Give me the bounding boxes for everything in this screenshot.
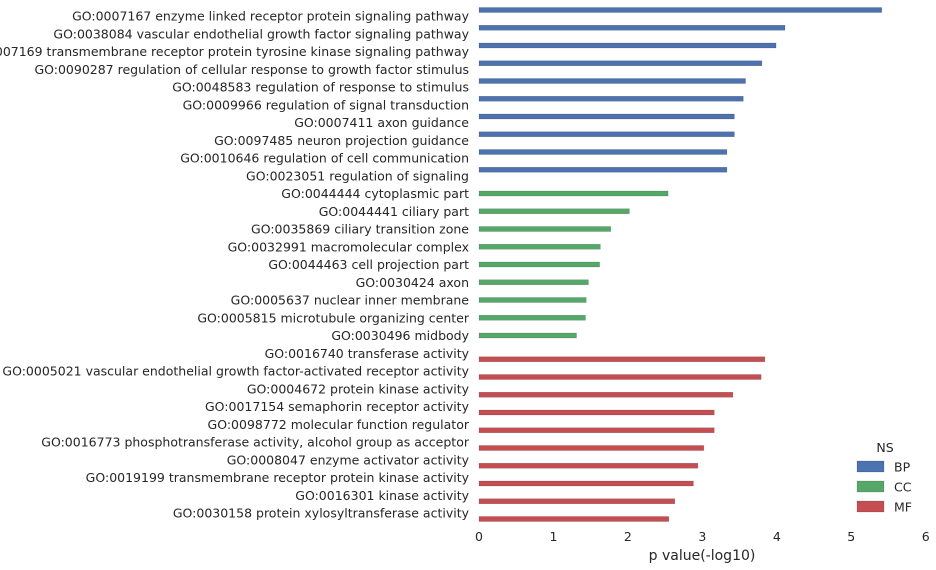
category-label: GO:0007169 transmembrane receptor protei… <box>0 44 470 59</box>
category-label: GO:0030424 axon <box>356 275 469 290</box>
bar-cc <box>478 226 612 232</box>
x-tick-label: 4 <box>773 529 781 544</box>
category-label: GO:0007167 enzyme linked receptor protei… <box>72 9 470 24</box>
x-tick-label: 5 <box>847 529 855 544</box>
legend-label-mf: MF <box>894 500 912 515</box>
category-label: GO:0005021 vascular endothelial growth f… <box>2 364 469 379</box>
category-label: GO:0098772 molecular function regulator <box>208 417 470 432</box>
category-label: GO:0008047 enzyme activator activity <box>227 452 470 467</box>
bar-mf <box>478 392 734 398</box>
bar-cc <box>478 315 586 321</box>
bars-group <box>478 7 883 522</box>
category-label: GO:0044444 cytoplasmic part <box>281 186 469 201</box>
bar-mf <box>478 374 762 380</box>
category-label: GO:0016301 kinase activity <box>295 488 469 503</box>
bar-cc <box>478 190 669 197</box>
category-label: GO:0019199 transmembrane receptor protei… <box>86 470 470 485</box>
legend-swatch-mf <box>856 500 885 513</box>
category-label: GO:0030496 midbody <box>331 328 469 343</box>
category-label: GO:0032991 macromolecular complex <box>228 239 469 254</box>
category-label: GO:0007411 axon guidance <box>294 115 469 130</box>
category-label: GO:0005815 microtubule organizing center <box>197 310 470 325</box>
legend-label-bp: BP <box>894 460 911 475</box>
x-axis-label: p value(-log10) <box>649 548 756 564</box>
category-label: GO:0035869 ciliary transition zone <box>251 222 469 237</box>
category-label: GO:0097485 neuron projection guidance <box>214 133 469 148</box>
bar-bp <box>478 78 746 84</box>
category-label: GO:0005637 nuclear inner membrane <box>231 293 470 308</box>
bar-cc <box>478 332 577 339</box>
bar-mf <box>478 409 715 416</box>
bar-cc <box>478 261 600 268</box>
category-label: GO:0048583 regulation of response to sti… <box>172 80 469 95</box>
category-label: GO:0016740 transferase activity <box>265 346 470 361</box>
bar-bp <box>478 60 763 66</box>
category-labels-group: GO:0007167 enzyme linked receptor protei… <box>0 9 470 521</box>
category-label: GO:0044441 ciliary part <box>319 204 469 219</box>
bar-bp <box>478 131 735 137</box>
bar-bp <box>478 25 786 31</box>
category-label: GO:0009966 regulation of signal transduc… <box>183 97 469 112</box>
bar-cc <box>478 297 587 303</box>
x-tick-label: 3 <box>698 529 706 544</box>
bar-mf <box>478 356 766 362</box>
bar-mf <box>478 480 694 487</box>
bar-bp <box>478 42 777 49</box>
category-label: GO:0090287 regulation of cellular respon… <box>34 62 469 77</box>
legend-swatch-bp <box>856 460 885 473</box>
bar-mf <box>478 516 670 522</box>
category-label: GO:0044463 cell projection part <box>268 257 469 272</box>
legend-swatch-cc <box>856 480 885 493</box>
category-label: GO:0017154 semaphorin receptor activity <box>205 399 470 414</box>
bar-cc <box>478 279 589 285</box>
x-tick-label: 0 <box>475 529 483 544</box>
bar-mf <box>478 445 705 451</box>
bar-bp <box>478 149 728 155</box>
bar-mf <box>478 427 715 433</box>
bar-cc <box>478 208 630 214</box>
legend-label-cc: CC <box>894 480 912 495</box>
bar-bp <box>478 113 735 120</box>
legend-title: NS <box>876 440 893 455</box>
x-tick-label: 6 <box>922 529 930 544</box>
bar-bp <box>478 167 728 173</box>
category-label: GO:0016773 phosphotransferase activity, … <box>41 435 470 450</box>
x-tick-labels-group: 0 1 2 3 4 5 6 <box>475 529 930 544</box>
bar-cc <box>478 244 601 250</box>
x-tick-label: 2 <box>624 529 632 544</box>
bar-mf <box>478 463 699 469</box>
category-label: GO:0004672 protein kinase activity <box>247 381 470 396</box>
bar-bp <box>478 7 883 13</box>
category-label: GO:0038084 vascular endothelial growth f… <box>53 26 469 41</box>
legend: NS BP CC MF <box>856 440 912 515</box>
category-label: GO:0010646 regulation of cell communicat… <box>180 151 469 166</box>
x-tick-label: 1 <box>549 529 557 544</box>
category-label: GO:0023051 regulation of signaling <box>246 168 469 183</box>
bar-mf <box>478 498 676 504</box>
bar-bp <box>478 96 744 102</box>
category-label: GO:0030158 protein xylosyltransferase ac… <box>173 506 470 521</box>
